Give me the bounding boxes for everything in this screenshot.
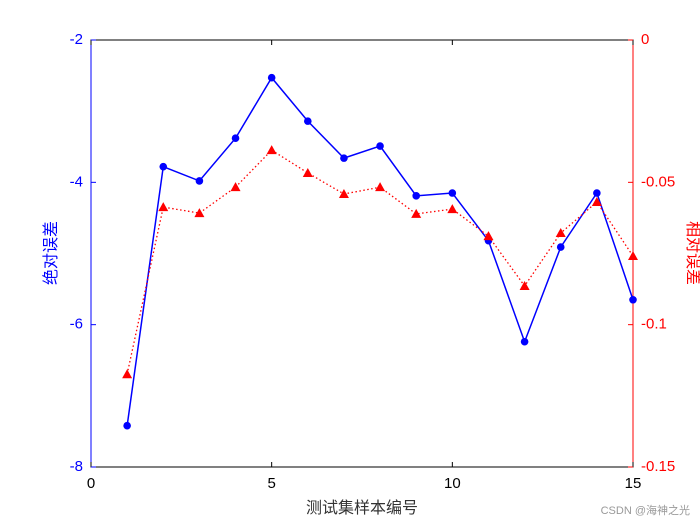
- x-tick-label: 10: [444, 475, 461, 492]
- point-marker: [447, 204, 458, 214]
- y2-tick-label: -0.15: [641, 458, 675, 475]
- point-marker: [266, 145, 277, 155]
- point-marker: [302, 167, 313, 177]
- point-marker: [593, 189, 601, 197]
- x-axis-label: 测试集样本编号: [306, 499, 418, 517]
- point-marker: [412, 192, 421, 200]
- point-marker: [591, 196, 602, 206]
- point-marker: [376, 142, 384, 150]
- point-marker: [340, 154, 348, 162]
- point-marker: [520, 337, 529, 346]
- point-marker: [304, 117, 312, 125]
- point-marker: [158, 202, 169, 212]
- y2-tick-label: 0: [641, 31, 649, 48]
- y-tick-label: -8: [70, 458, 83, 475]
- y-axis-label: 绝对误差: [42, 221, 60, 285]
- series-line: [126, 76, 634, 426]
- point-marker: [375, 182, 386, 192]
- point-marker: [555, 228, 566, 238]
- y-tick-label: -6: [70, 316, 83, 333]
- point-marker: [195, 177, 204, 185]
- point-marker: [122, 369, 133, 379]
- y-tick-label: -4: [70, 173, 83, 190]
- point-marker: [629, 295, 637, 304]
- point-marker: [231, 134, 240, 143]
- point-marker: [411, 208, 422, 218]
- point-marker: [519, 280, 530, 290]
- point-marker: [159, 162, 168, 171]
- y2-tick-label: -0.05: [641, 173, 675, 190]
- y-tick-label: -2: [70, 31, 83, 48]
- point-marker: [448, 189, 457, 197]
- x-tick-label: 0: [87, 475, 95, 492]
- plot-frame: [90, 39, 634, 468]
- point-marker: [123, 421, 131, 430]
- point-marker: [194, 208, 205, 218]
- point-marker: [230, 182, 241, 192]
- point-marker: [628, 251, 638, 261]
- y2-axis-label: 相对误差: [684, 221, 700, 285]
- point-marker: [267, 73, 276, 82]
- x-tick-label: 15: [625, 475, 642, 492]
- y2-tick-label: -0.1: [641, 316, 667, 333]
- point-marker: [556, 243, 565, 251]
- point-marker: [338, 189, 349, 199]
- x-tick-label: 5: [267, 475, 275, 492]
- watermark: CSDN @海神之光: [601, 503, 690, 517]
- point-marker: [483, 231, 494, 241]
